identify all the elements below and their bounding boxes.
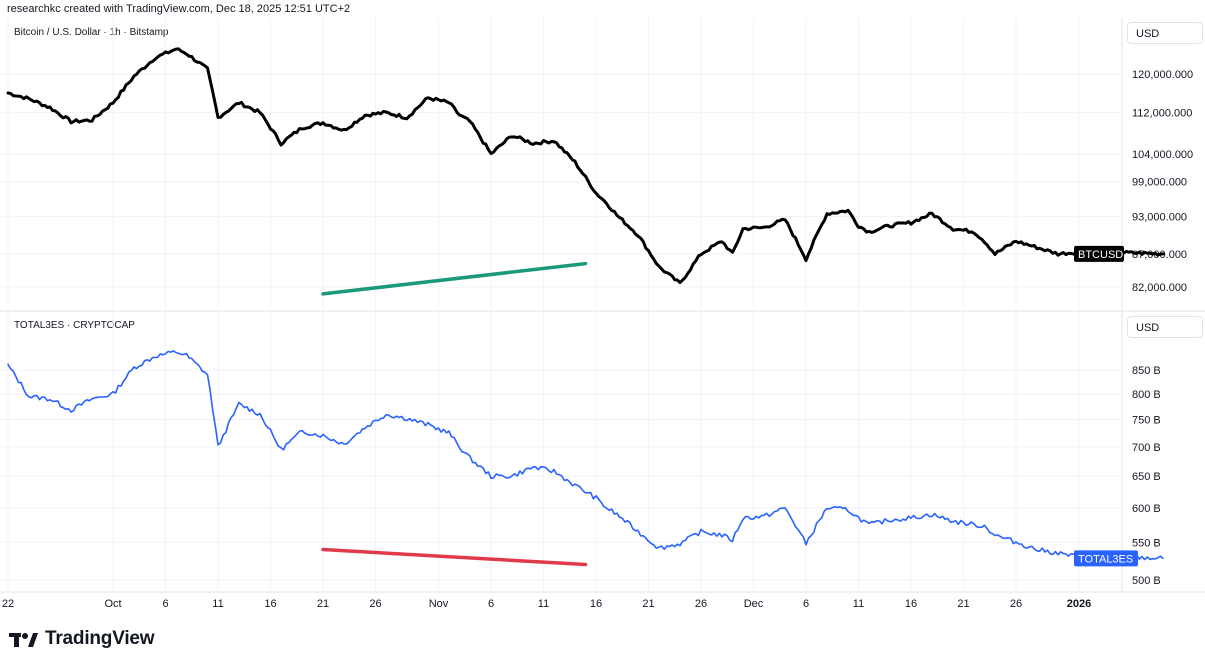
total3es-currency-button[interactable]: USD [1127, 316, 1203, 338]
total3es-y-tick-label: 850 B [1132, 365, 1161, 377]
x-tick-label: 21 [317, 598, 329, 610]
x-tick-label: 26 [1010, 598, 1022, 610]
tradingview-logo-text: TradingView [45, 628, 155, 649]
total3es-y-tick-label: 700 B [1132, 442, 1161, 454]
chart-credit-header: researchkc created with TradingView.com,… [7, 3, 351, 15]
total3es-y-tick-label: 800 B [1132, 389, 1161, 401]
x-tick-label: 16 [264, 598, 276, 610]
total3es-y-tick-label: 650 B [1132, 471, 1161, 483]
btc-y-tick-label: 99,000.000 [1132, 177, 1187, 189]
x-tick-label: Oct [104, 598, 121, 610]
x-tick-label: 6 [488, 598, 494, 610]
x-tick-label: 6 [803, 598, 809, 610]
btc-price-line [6, 47, 1165, 285]
x-tick-label: 22 [2, 598, 14, 610]
total3es-price-badge [1074, 550, 1138, 567]
x-tick-label: 11 [538, 598, 549, 610]
x-tick-label: 6 [162, 598, 168, 610]
x-tick-label: 16 [590, 598, 602, 610]
x-tick-label: 16 [905, 598, 917, 610]
btc-y-tick-label: 93,000.000 [1132, 212, 1187, 224]
x-tick-label: 26 [695, 598, 707, 610]
x-tick-label: Dec [744, 598, 764, 610]
btc-y-tick-label: 104,000.000 [1132, 149, 1193, 161]
total3es-price-line [7, 350, 1164, 561]
total3es-y-tick-label: 600 B [1132, 503, 1161, 515]
x-tick-label: 2026 [1067, 598, 1091, 610]
total3es-y-tick-label: 750 B [1132, 415, 1161, 427]
x-tick-label: 21 [642, 598, 654, 610]
x-tick-label: 11 [212, 598, 223, 610]
btc-y-tick-label: 82,000.000 [1132, 282, 1187, 294]
btc-pane-title: Bitcoin / U.S. Dollar · 1h · Bitstamp [14, 27, 169, 38]
total3es-y-tick-label: 500 B [1132, 575, 1161, 587]
btc-trendline [321, 261, 588, 296]
tradingview-logo: TradingView [9, 628, 155, 650]
total3es-y-tick-label: 550 B [1132, 537, 1161, 549]
total3es-pane-title: TOTAL3ES · CRYPTOCAP [14, 320, 135, 331]
x-tick-label: 11 [853, 598, 864, 610]
btc-y-tick-label: 120,000.000 [1132, 69, 1193, 81]
btc-currency-button[interactable]: USD [1127, 22, 1203, 44]
total3es-trendline [321, 547, 588, 567]
btc-y-tick-label: 112,000.000 [1132, 108, 1192, 120]
total3es-price-badge-label: TOTAL3ES [1078, 553, 1133, 565]
tradingview-logo-icon [9, 633, 38, 647]
x-tick-label: 21 [957, 598, 969, 610]
btc-price-badge [1074, 245, 1124, 262]
btc-price-badge-label: BTCUSD [1078, 249, 1123, 261]
x-tick-label: Nov [429, 598, 449, 610]
x-tick-label: 26 [369, 598, 381, 610]
